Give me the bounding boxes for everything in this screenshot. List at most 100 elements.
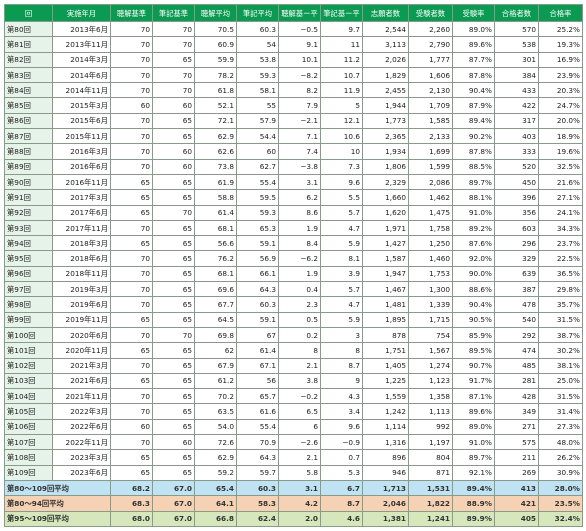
summary-col-listening-average: 66.8 bbox=[194, 510, 237, 527]
cell-col-writing-diff: 12.1 bbox=[320, 112, 363, 130]
cell-col-listening-standard: 70 bbox=[110, 82, 153, 99]
table-row: 第87回 2015年11月 70 65 62.9 54.4 7.1 10.6 2,365 2,13… bbox=[4, 128, 583, 145]
cell-col-pass-rate: 35.7% bbox=[538, 296, 583, 313]
cell-col-passers: 403 bbox=[494, 128, 539, 145]
summary-col-writing-average: 58.3 bbox=[236, 495, 279, 512]
cell-col-writing-diff: 4.3 bbox=[320, 388, 363, 405]
cell-col-listening-diff: 9.1 bbox=[278, 36, 321, 53]
cell-col-listening-diff: 1.9 bbox=[278, 265, 321, 283]
header-col-applicants: 志願者数 bbox=[362, 4, 409, 22]
table-row: 第100回 2020年6月 70 70 69.8 67 0.2 3 878 754 85.9% 292… bbox=[4, 326, 583, 344]
cell-col-passers: 428 bbox=[494, 388, 539, 405]
cell-col-listening-diff: −8.2 bbox=[278, 66, 321, 84]
cell-col-applicants: 1,944 bbox=[362, 97, 409, 114]
table-row: 第86回 2015年6月 70 65 72.1 57.9 −2.1 12.1 1,773 1,58… bbox=[4, 112, 583, 130]
cell-col-writing-diff: 5 bbox=[320, 97, 363, 114]
cell-col-examinees: 1,197 bbox=[408, 434, 453, 451]
cell-col-passers: 296 bbox=[494, 235, 539, 252]
cell-col-listening-average: 59.2 bbox=[194, 464, 237, 481]
cell-col-examinees: 992 bbox=[408, 418, 453, 436]
cell-col-listening-standard: 60 bbox=[110, 97, 153, 114]
cell-col-round: 第108回 bbox=[4, 449, 53, 466]
cell-col-writing-diff: 8.1 bbox=[320, 250, 363, 267]
cell-col-listening-diff: 6 bbox=[278, 418, 321, 436]
cell-col-examinees: 1,758 bbox=[408, 219, 453, 237]
cell-col-writing-average: 59.5 bbox=[236, 189, 279, 206]
cell-col-round: 第92回 bbox=[4, 204, 53, 221]
cell-col-writing-diff: 8.7 bbox=[320, 357, 363, 374]
cell-col-exam-rate: 89.2% bbox=[452, 219, 495, 237]
cell-col-writing-diff: 0.7 bbox=[320, 449, 363, 466]
cell-col-examinees: 1,585 bbox=[408, 112, 453, 130]
cell-col-exam-rate: 90.7% bbox=[452, 357, 495, 374]
cell-col-examinees: 2,086 bbox=[408, 173, 453, 191]
cell-col-pass-rate: 26.2% bbox=[538, 449, 583, 466]
cell-col-listening-standard: 70 bbox=[110, 388, 153, 405]
cell-col-writing-average: 65.3 bbox=[236, 219, 279, 237]
cell-col-exam-rate: 89.0% bbox=[452, 20, 495, 38]
cell-col-date: 2014年6月 bbox=[52, 66, 111, 84]
cell-col-date: 2015年11月 bbox=[52, 128, 111, 145]
cell-col-listening-diff: 0.5 bbox=[278, 311, 321, 328]
cell-col-date: 2018年6月 bbox=[52, 250, 111, 267]
cell-col-listening-standard: 65 bbox=[110, 173, 153, 191]
cell-col-writing-average: 60 bbox=[236, 143, 279, 160]
cell-col-writing-diff: 8 bbox=[320, 342, 363, 359]
cell-col-listening-average: 54.0 bbox=[194, 418, 237, 436]
summary-col-passers: 421 bbox=[494, 495, 539, 512]
cell-col-applicants: 1,829 bbox=[362, 66, 409, 84]
cell-col-round: 第89回 bbox=[4, 158, 53, 175]
table-row: 第98回 2019年6月 70 65 67.7 60.3 2.3 4.7 1,481 1,339 9… bbox=[4, 296, 583, 313]
cell-col-listening-diff: −6.2 bbox=[278, 250, 321, 267]
cell-col-date: 2016年6月 bbox=[52, 158, 111, 175]
summary-label: 第80〜94回平均 bbox=[4, 495, 111, 512]
cell-col-applicants: 1,427 bbox=[362, 235, 409, 252]
summary-col-pass-rate: 28.0% bbox=[538, 479, 583, 497]
table-row: 第96回 2018年11月 70 65 68.1 66.1 1.9 3.9 1,947 1,753… bbox=[4, 265, 583, 283]
cell-col-listening-standard: 70 bbox=[110, 112, 153, 130]
cell-col-exam-rate: 88.1% bbox=[452, 189, 495, 206]
cell-col-date: 2021年3月 bbox=[52, 357, 111, 374]
cell-col-writing-average: 53.8 bbox=[236, 51, 279, 68]
header-col-date: 実施年月 bbox=[52, 4, 111, 22]
cell-col-writing-average: 59.3 bbox=[236, 66, 279, 84]
cell-col-date: 2019年11月 bbox=[52, 311, 111, 328]
header-col-listening-diff: 聴解基ー平 bbox=[278, 4, 321, 22]
cell-col-exam-rate: 88.6% bbox=[452, 281, 495, 298]
cell-col-listening-diff: 3.8 bbox=[278, 372, 321, 390]
cell-col-writing-diff: 9 bbox=[320, 372, 363, 390]
table-row: 第101回 2020年11月 65 65 62 61.4 8 8 1,751 1,567 89.5%… bbox=[4, 342, 583, 359]
cell-col-listening-diff: 7.9 bbox=[278, 97, 321, 114]
cell-col-date: 2017年11月 bbox=[52, 219, 111, 237]
cell-col-listening-diff: −2.6 bbox=[278, 434, 321, 451]
cell-col-round: 第103回 bbox=[4, 372, 53, 390]
cell-col-listening-average: 69.6 bbox=[194, 281, 237, 298]
cell-col-applicants: 896 bbox=[362, 449, 409, 466]
cell-col-passers: 292 bbox=[494, 326, 539, 344]
cell-col-passers: 211 bbox=[494, 449, 539, 466]
cell-col-examinees: 1,113 bbox=[408, 403, 453, 420]
cell-col-exam-rate: 90.5% bbox=[452, 311, 495, 328]
summary-col-pass-rate: 32.4% bbox=[538, 510, 583, 527]
cell-col-applicants: 946 bbox=[362, 464, 409, 481]
cell-col-date: 2019年3月 bbox=[52, 281, 111, 298]
summary-col-writing-standard: 67.0 bbox=[152, 510, 195, 527]
cell-col-writing-diff: 5.7 bbox=[320, 281, 363, 298]
summary-col-passers: 413 bbox=[494, 479, 539, 497]
cell-col-round: 第85回 bbox=[4, 97, 53, 114]
summary-col-writing-diff: 4.6 bbox=[320, 510, 363, 527]
cell-col-passers: 478 bbox=[494, 296, 539, 313]
cell-col-date: 2015年3月 bbox=[52, 97, 111, 114]
cell-col-round: 第87回 bbox=[4, 128, 53, 145]
cell-col-writing-standard: 70 bbox=[152, 204, 195, 221]
header-col-writing-average: 筆記平均 bbox=[236, 4, 279, 22]
cell-col-listening-diff: 8.2 bbox=[278, 82, 321, 99]
summary-col-listening-diff: 4.2 bbox=[278, 495, 321, 512]
cell-col-writing-average: 64.3 bbox=[236, 281, 279, 298]
cell-col-listening-diff: 0.2 bbox=[278, 326, 321, 344]
cell-col-listening-standard: 70 bbox=[110, 158, 153, 175]
cell-col-writing-diff: 9.6 bbox=[320, 418, 363, 436]
cell-col-round: 第86回 bbox=[4, 112, 53, 130]
cell-col-pass-rate: 24.7% bbox=[538, 97, 583, 114]
cell-col-applicants: 1,971 bbox=[362, 219, 409, 237]
